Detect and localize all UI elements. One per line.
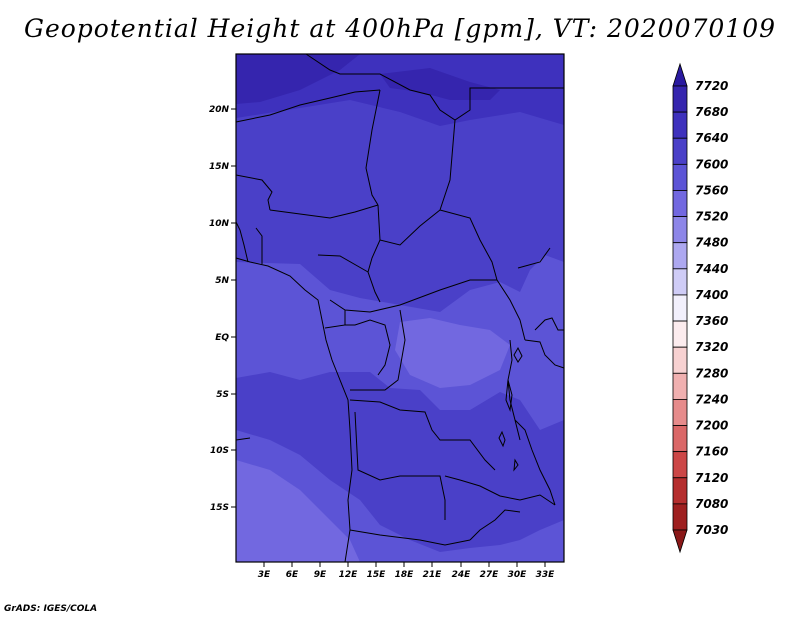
colorbar-label: 7560 — [695, 183, 728, 197]
lon-label: 21E — [423, 570, 443, 580]
colorbar-segment — [672, 503, 688, 531]
lat-label: 20N — [209, 105, 230, 115]
lon-axis: 3E 6E 9E 12E 15E 18E 21E 24E 27E 30E 33E — [258, 562, 555, 580]
colorbar-segment — [672, 425, 688, 453]
lat-label: 5S — [216, 390, 229, 400]
lat-label: 5N — [215, 276, 229, 286]
contour-7520-southwest — [236, 460, 360, 562]
colorbar-segment — [672, 242, 688, 270]
lon-label: 9E — [314, 570, 327, 580]
colorbar-label: 7720 — [695, 79, 728, 93]
lon-label: 12E — [339, 570, 359, 580]
colorbar-segment — [672, 85, 688, 113]
lon-label: 3E — [258, 570, 271, 580]
map-frame — [235, 53, 565, 563]
colorbar-label: 7160 — [695, 445, 728, 459]
colorbar-label: 7440 — [695, 262, 728, 276]
colorbar-segment — [672, 346, 688, 374]
colorbar-segment — [672, 111, 688, 139]
colorbar-label: 7680 — [695, 105, 728, 119]
lon-label: 24E — [452, 570, 472, 580]
lon-label: 33E — [536, 570, 556, 580]
colorbar-segment — [672, 294, 688, 322]
lon-label: 18E — [395, 570, 415, 580]
colorbar-label: 7200 — [695, 419, 728, 433]
lat-axis: 20N 15N 10N 5N EQ 5S 10S 15S — [209, 105, 236, 513]
colorbar-label: 7600 — [695, 157, 728, 171]
colorbar-segment — [672, 190, 688, 217]
colorbar-segment — [672, 399, 688, 426]
colorbar-segment — [672, 372, 688, 400]
colorbar-segment — [672, 163, 688, 191]
colorbar-segment — [672, 320, 688, 348]
lon-label: 15E — [367, 570, 387, 580]
colorbar-label: 7080 — [695, 497, 728, 511]
lat-label: 15S — [210, 503, 229, 513]
colorbar-label: 7030 — [695, 523, 728, 537]
map-title: Geopotential Height at 400hPa [gpm], VT:… — [23, 14, 777, 43]
colorbar-segment — [672, 451, 688, 479]
contour-7520-congo — [395, 318, 510, 388]
colorbar-label: 7280 — [695, 366, 728, 380]
colorbar-segment — [672, 268, 688, 296]
lat-label: 10N — [209, 219, 230, 229]
colorbar-segment — [672, 137, 688, 165]
colorbar-label: 7480 — [695, 236, 728, 250]
lon-label: 6E — [286, 570, 299, 580]
grads-credit: GrADS: IGES/COLA — [4, 604, 98, 614]
borders — [235, 53, 565, 563]
colorbar-label: 7400 — [695, 288, 728, 302]
colorbar-label: 7360 — [695, 314, 728, 328]
lakes — [498, 346, 523, 472]
lon-label: 30E — [508, 570, 528, 580]
colorbar-label: 7120 — [695, 471, 728, 485]
lat-label: EQ — [215, 333, 229, 343]
lat-label: 15N — [209, 162, 230, 172]
map-panel — [235, 53, 565, 563]
colorbar-segment — [672, 477, 688, 505]
colorbar-top-arrow — [672, 62, 688, 87]
colorbar-label: 7320 — [695, 340, 728, 354]
colorbar: 7720 7680 7640 7600 7560 7520 7480 7440 7400 7360… — [672, 62, 728, 554]
colorbar-label: 7520 — [695, 210, 728, 224]
contour-7680-northwest — [236, 54, 360, 104]
lat-label: 10S — [210, 446, 229, 456]
colorbar-label: 7240 — [695, 392, 728, 406]
lon-label: 27E — [480, 570, 500, 580]
colorbar-label: 7640 — [695, 131, 728, 145]
colorbar-segment — [672, 216, 688, 244]
colorbar-bottom-arrow — [672, 529, 688, 554]
